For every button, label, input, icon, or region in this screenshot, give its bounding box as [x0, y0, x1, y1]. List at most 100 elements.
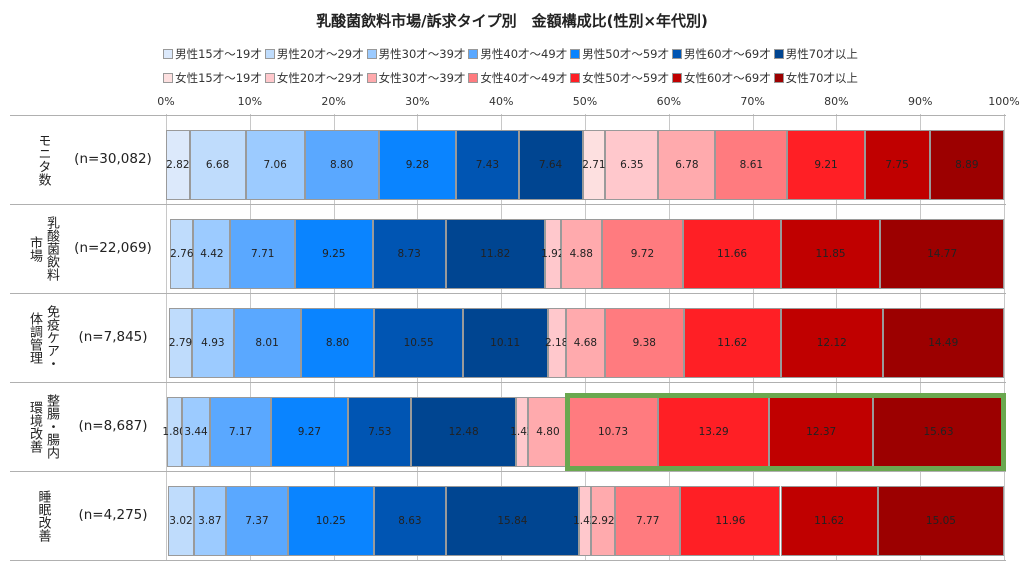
bar-segment: 12.37 [769, 397, 874, 467]
bar-segment: 7.06 [245, 130, 305, 200]
category-label: 睡眠改善 [18, 471, 68, 560]
legend-female: 女性15才～19才 女性20才～29才 女性30才～39才 女性40才～49才 女性50… [0, 70, 1024, 86]
legend-swatch [366, 49, 377, 59]
bar-segment: 2.82 [166, 130, 190, 200]
bar-segment: 13.29 [657, 397, 770, 467]
legend-label: 男性70才以上 [785, 47, 858, 61]
legend-item: 女性70才以上 [773, 70, 858, 86]
bar-segment: 8.73 [372, 219, 446, 289]
x-tick-label: 70% [740, 95, 765, 108]
category-separator [10, 115, 1006, 116]
category-label-text: 睡眠改善 [35, 490, 52, 542]
bar-segment: 4.88 [560, 219, 602, 289]
legend-label: 男性40才～49才 [480, 47, 568, 61]
bar-segment: 10.73 [568, 397, 658, 467]
x-tick-label: 50% [572, 95, 598, 108]
bar-segment: 15.05 [877, 486, 1004, 556]
sample-size-label: (n=7,845) [78, 329, 148, 345]
bar-segment: 11.85 [780, 219, 881, 289]
legend-label: 男性30才～39才 [378, 47, 466, 61]
category-label-line: 整腸・腸内 [44, 394, 59, 459]
category-label: 免疫ケア・ 体調管理 [18, 293, 68, 382]
x-tick-label: 40% [488, 95, 514, 108]
legend-swatch [468, 49, 479, 59]
x-tick-label: 0% [157, 95, 175, 108]
legend-label: 男性60才～69才 [683, 47, 771, 61]
legend-label: 女性50才～59才 [582, 71, 669, 85]
legend-item: 男性50才～59才 [570, 46, 669, 62]
category-separator [10, 293, 1006, 294]
x-tick-label: 10% [237, 95, 263, 108]
legend-item: 女性30才～39才 [366, 70, 465, 86]
gridline [166, 114, 167, 560]
bar-segment: 11.96 [680, 486, 781, 556]
bar-segment: 4.42 [193, 219, 231, 289]
bar-segment: 1.42 [510, 397, 534, 467]
bar-segment: 6.35 [605, 130, 659, 200]
legend-label: 女性60才～69才 [683, 71, 771, 85]
bar-segment: 7.37 [226, 486, 288, 556]
legend-male: 男性15才～19才 男性20才～29才 男性30才～39才 男性40才～49才 男性50… [0, 46, 1024, 62]
legend-swatch [671, 73, 682, 83]
bar-segment: 6.68 [189, 130, 246, 200]
category-label-line: 環境改善 [27, 400, 42, 453]
sample-size-label: (n=22,069) [74, 240, 152, 256]
bar-segment: 2.71 [582, 130, 606, 200]
legend-label: 男性15才～19才 [175, 47, 262, 61]
bar-segment: 2.76 [170, 219, 194, 289]
category-label: 整腸・腸内 環境改善 [18, 382, 68, 471]
bar-segment: 1.80 [162, 397, 186, 467]
legend-item: 男性70才以上 [773, 46, 858, 62]
category-separator [10, 471, 1006, 472]
bar-segment: 2.92 [590, 486, 616, 556]
bar-segment: 7.43 [456, 130, 519, 200]
bar-segment: 14.77 [880, 219, 1004, 289]
legend-swatch [163, 73, 174, 83]
bar-segment: 11.62 [683, 308, 781, 378]
legend-item: 男性15才～19才 [163, 46, 262, 62]
legend-swatch [366, 73, 377, 83]
legend-swatch [570, 73, 581, 83]
bar-segment: 7.77 [615, 486, 681, 556]
bar-segment: 15.84 [446, 486, 579, 556]
legend-swatch [773, 73, 784, 83]
bar-segment: 9.28 [378, 130, 457, 200]
category-label-line: 体調管理 [27, 311, 42, 364]
bar-segment: 9.25 [295, 219, 373, 289]
category-label-line: 睡眠改善 [35, 489, 51, 542]
bar-segment: 12.48 [411, 397, 516, 467]
x-tick-label: 20% [321, 95, 346, 108]
legend-item: 女性50才～59才 [570, 70, 669, 86]
x-tick-label: 60% [656, 95, 682, 108]
sample-size-label: (n=30,082) [74, 151, 152, 167]
x-tick-label: 80% [824, 95, 849, 108]
sample-size-label: (n=4,275) [78, 507, 148, 523]
bar-segment: 9.38 [605, 308, 684, 378]
legend-label: 男性50才～59才 [582, 47, 669, 61]
legend-item: 男性60才～69才 [671, 46, 771, 62]
legend-swatch [570, 49, 581, 59]
bar-segment: 10.11 [462, 308, 548, 378]
category-separator [10, 382, 1006, 383]
legend-label: 男性20才～29才 [276, 47, 364, 61]
legend-item: 女性40才～49才 [468, 70, 567, 86]
category-label-line: 市場 [27, 235, 42, 262]
x-tick-label: 30% [405, 95, 430, 108]
bar-segment: 14.49 [882, 308, 1004, 378]
bar-segment: 11.62 [780, 486, 878, 556]
category-label-text: 免疫ケア・ 体調管理 [26, 305, 60, 370]
bar-segment: 3.44 [181, 397, 211, 467]
bar-segment: 11.82 [445, 219, 545, 289]
bar-segment: 2.18 [545, 308, 568, 378]
bar-segment: 1.92 [541, 219, 565, 289]
bar-segment: 8.01 [233, 308, 301, 378]
bar-segment: 2.79 [168, 308, 192, 378]
legend-item: 男性20才～29才 [264, 46, 364, 62]
legend-swatch [671, 49, 682, 59]
legend-item: 女性15才～19才 [163, 70, 262, 86]
legend-swatch [264, 49, 275, 59]
bar-segment: 9.72 [601, 219, 684, 289]
bar-segment: 7.53 [348, 397, 412, 467]
sample-size-label: (n=8,687) [78, 418, 148, 434]
